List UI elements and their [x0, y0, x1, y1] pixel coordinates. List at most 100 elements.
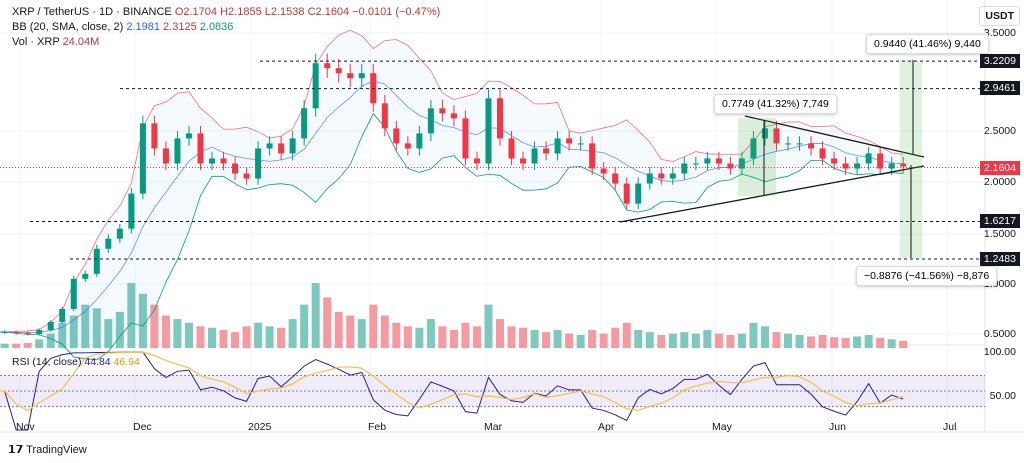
date-tick: Apr	[598, 421, 615, 433]
volume-bar	[634, 329, 643, 348]
candle-body	[819, 148, 826, 159]
candle-body	[554, 138, 561, 154]
volume-bar	[127, 283, 136, 348]
target-up-label[interactable]: 0.9440 (41.46%) 9,440	[866, 34, 989, 54]
candle-body	[796, 143, 803, 145]
target-shade	[900, 60, 922, 258]
volume-bar	[46, 333, 55, 348]
volume-bar	[231, 332, 240, 348]
symbol-legend: XRP / TetherUS · 1D · BINANCE O2.1704 H2…	[12, 6, 440, 18]
candle-body	[543, 148, 550, 154]
target-down-label[interactable]: −0.8876 (−41.56%) −8,876	[856, 266, 998, 286]
rsi-tick: 50.00	[989, 390, 1016, 402]
volume-bar	[173, 319, 182, 348]
volume-bar	[300, 304, 309, 348]
volume-bar	[311, 283, 320, 348]
volume-bar	[461, 322, 470, 348]
candle-body	[612, 173, 619, 184]
candle-body	[70, 278, 77, 309]
volume-bar	[69, 315, 78, 348]
rsi-legend: RSI (14, close) 44.84 46.94	[12, 356, 140, 368]
volume-bar	[392, 322, 401, 348]
volume-bar	[565, 333, 574, 348]
candle-body	[301, 108, 308, 139]
volume-bar	[115, 311, 124, 348]
open-value: O2.1704	[174, 6, 218, 18]
volume-bar	[657, 335, 666, 348]
volume-bar	[830, 337, 839, 348]
volume-bar	[254, 322, 263, 348]
candle-body	[312, 63, 319, 109]
level-tag-2-9461: 2.9461	[979, 81, 1020, 95]
volume-bar	[277, 327, 286, 348]
candle-body	[900, 163, 907, 167]
candle-body	[635, 183, 642, 204]
candle-body	[520, 158, 527, 164]
candle-body	[128, 193, 135, 229]
tradingview-logo[interactable]: 𝟭𝟳 TradingView	[8, 444, 87, 456]
candle-body	[750, 138, 757, 159]
rsi-label: RSI (14, close)	[12, 356, 82, 368]
candle-body	[473, 158, 480, 164]
volume-bar	[35, 339, 44, 348]
volume-bar	[484, 304, 493, 348]
volume-bar	[265, 326, 274, 348]
date-tick: Feb	[368, 421, 387, 433]
candle-body	[888, 163, 895, 169]
volume-bar	[818, 335, 827, 348]
bb-fill	[0, 30, 904, 360]
volume-bar	[726, 335, 735, 348]
candle-body	[13, 331, 20, 333]
date-tick: Jul	[943, 421, 957, 433]
candle-body	[427, 108, 434, 134]
currency-selector[interactable]: USDT	[979, 6, 1020, 26]
volume-bar	[772, 332, 781, 348]
volume-bar	[691, 333, 700, 348]
volume-bar	[737, 333, 746, 348]
measure-label[interactable]: 0.7749 (41.32%) 7,749	[714, 94, 837, 114]
volume-bar	[472, 326, 481, 348]
candle-body	[646, 173, 653, 184]
candle-body	[139, 123, 146, 194]
date-tick: 2025	[248, 421, 272, 433]
volume-bar	[380, 315, 389, 348]
rsi-line	[0, 351, 904, 431]
candle-body	[1, 331, 8, 333]
candle-body	[151, 123, 158, 149]
candle-body	[347, 73, 354, 79]
candle-body	[335, 68, 342, 74]
bb-label: BB (20, SMA, close, 2)	[12, 21, 124, 33]
candle-body	[404, 143, 411, 149]
candle-body	[658, 173, 665, 179]
volume-bar	[553, 329, 562, 348]
volume-bar	[530, 329, 539, 348]
candle-body	[842, 163, 849, 169]
volume-bar	[899, 340, 908, 348]
bb-upper: 2.3125	[163, 21, 197, 33]
volume-bar	[853, 336, 862, 348]
volume-bar	[323, 297, 332, 348]
candle-body	[577, 143, 584, 145]
candle-body	[324, 63, 331, 69]
volume-bar	[760, 326, 769, 348]
brand-text: TradingView	[26, 444, 87, 456]
bb-lower: 2.0836	[199, 21, 234, 33]
volume-bar	[784, 333, 792, 348]
candle-body	[785, 143, 791, 145]
candle-body	[278, 143, 285, 154]
candle-body	[47, 321, 54, 330]
candle-body	[831, 158, 838, 164]
volume-bar	[576, 335, 585, 348]
candle-body	[623, 183, 630, 204]
volume-bar	[81, 304, 90, 348]
volume-bar	[841, 337, 850, 348]
volume-bar	[150, 304, 159, 348]
candle-body	[220, 158, 227, 164]
volume-bar	[887, 339, 896, 348]
measure-shade	[738, 118, 776, 196]
vol-legend: Vol · XRP 24.04M	[12, 36, 99, 48]
candle-body	[773, 128, 780, 144]
volume-bar	[92, 308, 101, 348]
candle-body	[24, 332, 31, 334]
